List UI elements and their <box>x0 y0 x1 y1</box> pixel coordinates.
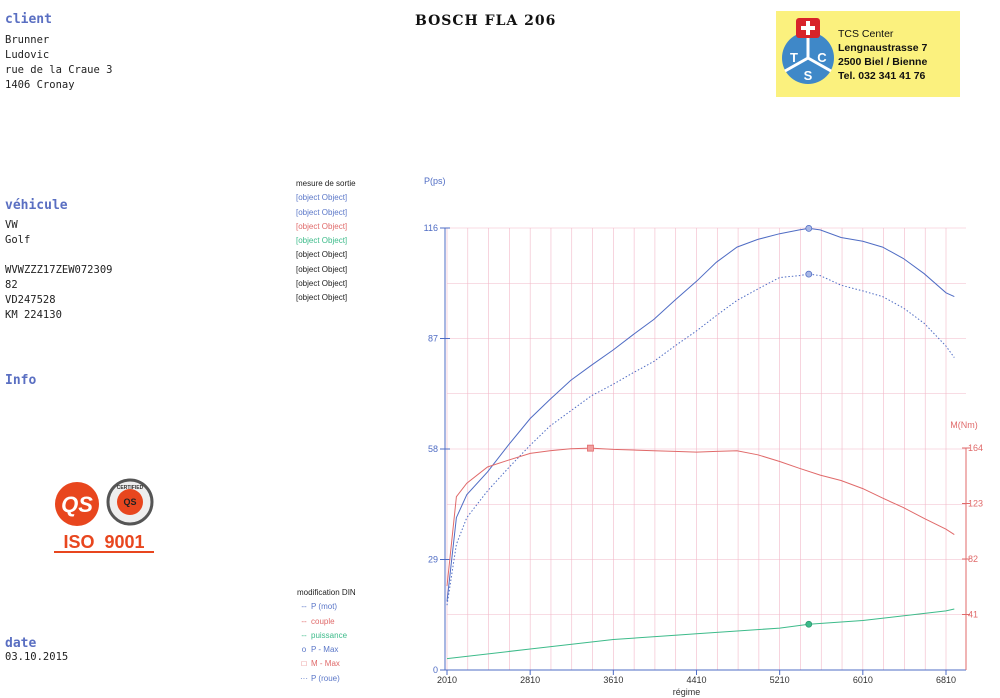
chart-legend: modification DIN -- P (mot) -- couple -- pu… <box>297 586 356 686</box>
iso-label: ISO 9001 <box>63 532 144 552</box>
vehicle-line: KM 224130 <box>5 309 62 321</box>
client-line: Brunner <box>5 34 50 46</box>
qs-circle <box>55 482 99 526</box>
legend-symbol: ··· <box>300 673 308 683</box>
iso-underline <box>54 551 154 553</box>
series-couple <box>446 447 955 587</box>
tcs-logo: T C S <box>782 18 834 84</box>
marker-p-max <box>805 270 813 278</box>
chart-labels: 0 29 58 87 116 41 82 123 164 2010 2810 3610 4410 5210… <box>424 176 983 697</box>
tcs-line: Lengnaustrasse 7 <box>838 42 928 54</box>
y-axis-label-left: P(ps) <box>424 176 446 186</box>
y-tick-label-right: 41 <box>968 610 978 620</box>
x-tick-label: 6010 <box>853 675 873 685</box>
tcs-logo-letter: S <box>804 68 813 83</box>
marker-m-max <box>587 444 594 452</box>
legend-symbol: -- <box>301 630 307 640</box>
marker-vp-max <box>805 620 813 628</box>
series-p-roue <box>446 273 955 606</box>
tcs-line: 2500 Biel / Bienne <box>838 56 928 68</box>
legend-label: puissance <box>311 630 348 640</box>
tcs-center-box: T C S TCS Center Lengnaustrasse 7 2500 B… <box>776 11 960 97</box>
client-heading: client <box>5 12 52 27</box>
chart-axes <box>440 227 970 675</box>
x-tick-label: 4410 <box>686 675 706 685</box>
y-tick-label-left: 29 <box>428 555 438 565</box>
x-tick-label: 5210 <box>770 675 790 685</box>
y-tick-label-left: 0 <box>433 665 438 675</box>
x-axis-label: régime <box>673 687 701 697</box>
tcs-line: Tel. 032 341 41 76 <box>838 70 926 82</box>
date-heading: date <box>5 636 37 651</box>
measurement-line: [object Object] <box>296 193 348 203</box>
measurement-line: [object Object] <box>296 236 348 246</box>
y-tick-label-right: 164 <box>968 443 983 453</box>
legend-symbol: -- <box>301 616 307 626</box>
info-heading: Info <box>5 373 37 388</box>
y-tick-label-left: 116 <box>424 223 438 233</box>
client-line: Ludovic <box>5 49 50 61</box>
page-title: BOSCH FLA 206 <box>415 13 557 29</box>
legend-item: -- puissance <box>297 629 356 643</box>
vehicle-line: WVWZZZ17ZEW072309 <box>5 264 113 276</box>
vehicle-line: Golf <box>5 234 31 246</box>
legend-item: ··· P (roue) <box>297 672 356 686</box>
vehicle-heading: véhicule <box>5 198 68 213</box>
vehicle-info: VW Golf WVWZZZ17ZEW072309 82 VD247528 KM… <box>5 218 112 323</box>
legend-symbol: □ <box>301 659 307 669</box>
legend-heading: modification DIN <box>297 588 356 597</box>
x-tick-label: 3610 <box>603 675 623 685</box>
measurement-line: [object Object] <box>296 207 348 217</box>
legend-label: couple <box>311 616 335 626</box>
y-axis-label-right: M(Nm) <box>950 420 978 430</box>
badge-qs-text: QS <box>123 497 136 507</box>
measurement-summary: mesure de sortie [object Object] [object… <box>296 177 356 306</box>
tcs-line: TCS Center <box>838 28 894 40</box>
x-tick-label: 2810 <box>520 675 540 685</box>
x-tick-label: 6810 <box>936 675 956 685</box>
legend-item: -- couple <box>297 615 356 629</box>
qs-text: QS <box>61 492 93 517</box>
x-tick-label: 2010 <box>437 675 457 685</box>
client-line: 1406 Cronay <box>5 79 75 91</box>
y-tick-label-right: 123 <box>968 499 983 509</box>
legend-item: -- P (mot) <box>297 600 356 614</box>
chart-markers <box>587 224 813 628</box>
client-info: Brunner Ludovic rue de la Craue 3 1406 C… <box>5 33 112 93</box>
legend-label: P (roue) <box>311 673 340 683</box>
badge-certified-text: CERTIFIED <box>117 485 144 491</box>
date-value: 03.10.2015 <box>5 651 69 663</box>
measurement-line: [object Object] <box>296 250 348 260</box>
legend-label: P - Max <box>311 645 339 655</box>
y-tick-label-left: 87 <box>428 334 438 344</box>
marker-p-max <box>805 224 813 232</box>
legend-label: P (mot) <box>311 602 338 612</box>
series-puissance <box>446 608 955 660</box>
y-tick-label-right: 82 <box>968 554 978 564</box>
measurement-line: [object Object] <box>296 279 348 289</box>
series-p-mot <box>446 227 955 602</box>
measurement-line: [object Object] <box>296 264 348 274</box>
legend-symbol: o <box>301 645 307 655</box>
y-tick-label-left: 58 <box>428 444 438 454</box>
tcs-logo-letter: C <box>817 50 827 65</box>
legend-label: M - Max <box>311 659 340 669</box>
chart-grid <box>446 227 966 671</box>
measurement-line: [object Object] <box>296 221 348 231</box>
client-line: rue de la Craue 3 <box>5 64 113 76</box>
vehicle-line: VW <box>5 219 18 231</box>
vehicle-line: VD247528 <box>5 294 56 306</box>
tcs-address: TCS Center Lengnaustrasse 7 2500 Biel / … <box>838 27 927 83</box>
legend-item: o P - Max <box>297 643 356 657</box>
tcs-logo-letter: T <box>790 50 798 65</box>
vehicle-line: 82 <box>5 279 18 291</box>
legend-symbol: -- <box>301 602 307 612</box>
measurement-heading: mesure de sortie <box>296 179 356 188</box>
legend-item: □ M - Max <box>297 657 356 671</box>
measurement-line: [object Object] <box>296 293 348 303</box>
chart-series <box>446 227 955 660</box>
iso-9001-logo: QS QS CERTIFIED ISO 9001 <box>54 478 154 553</box>
